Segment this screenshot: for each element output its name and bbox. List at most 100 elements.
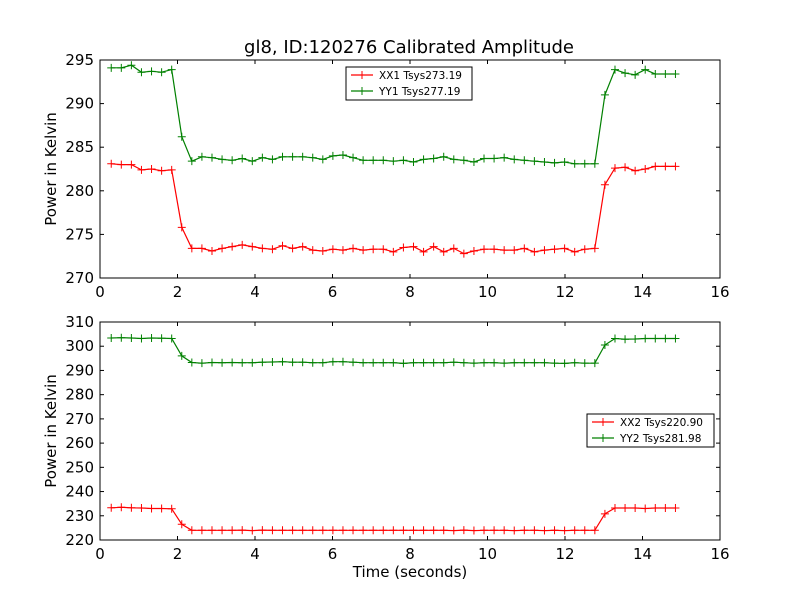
data-point (107, 159, 116, 168)
data-point (268, 155, 277, 164)
data-point (580, 245, 589, 254)
data-point (449, 244, 458, 253)
data-point (298, 152, 307, 161)
data-point (318, 526, 327, 535)
y-tick-label: 280 (65, 182, 94, 200)
y-axis-label: Power in Kelvin (42, 374, 60, 488)
data-point (530, 526, 539, 535)
y-tick-label: 270 (65, 269, 94, 287)
y-tick-label: 285 (65, 138, 94, 156)
data-point (510, 358, 519, 367)
data-point (661, 69, 670, 78)
data-point (580, 359, 589, 368)
data-point (308, 358, 317, 367)
data-point (137, 334, 146, 343)
x-tick-label: 0 (95, 545, 105, 563)
data-point (318, 155, 327, 164)
x-tick-label: 16 (710, 283, 729, 301)
data-point (248, 242, 257, 251)
data-point (429, 242, 438, 251)
data-point (520, 358, 529, 367)
legend-marker (358, 87, 366, 95)
data-point (218, 358, 227, 367)
data-point (359, 246, 368, 255)
data-point (399, 243, 408, 252)
data-point (530, 157, 539, 166)
data-point (520, 244, 529, 253)
data-point (409, 242, 418, 251)
data-point (379, 156, 388, 165)
data-point (600, 509, 609, 518)
data-point (298, 358, 307, 367)
legend: XX1 Tsys273.19 YY1 Tsys277.19 (345, 66, 473, 101)
data-point (671, 334, 680, 343)
data-point (328, 245, 337, 254)
x-tick-label: 8 (405, 283, 415, 301)
data-point (449, 155, 458, 164)
data-point (651, 69, 660, 78)
data-point (419, 526, 428, 535)
data-point (127, 333, 136, 342)
data-point (641, 334, 650, 343)
data-point (349, 153, 358, 162)
data-point (490, 358, 499, 367)
data-point (621, 335, 630, 344)
data-point (107, 503, 116, 512)
legend-marker (358, 71, 366, 79)
data-point (631, 166, 640, 175)
data-point (429, 154, 438, 163)
data-point (238, 240, 247, 249)
data-point (117, 503, 126, 512)
y-tick-label: 275 (65, 225, 94, 243)
legend-label: YY2 Tsys281.98 (619, 433, 701, 445)
data-point (288, 244, 297, 253)
data-point (399, 359, 408, 368)
data-point (167, 65, 176, 74)
data-point (570, 526, 579, 535)
x-tick-label: 16 (710, 545, 729, 563)
data-point (288, 358, 297, 367)
data-point (318, 358, 327, 367)
data-point (349, 244, 358, 253)
data-point (338, 151, 347, 160)
data-point (671, 504, 680, 513)
data-point (278, 357, 287, 366)
data-point (439, 247, 448, 256)
data-point (127, 160, 136, 169)
x-tick-label: 2 (173, 545, 183, 563)
data-point (238, 154, 247, 163)
x-tick-label: 4 (250, 545, 260, 563)
data-point (631, 70, 640, 79)
data-point (671, 162, 680, 171)
data-point (157, 166, 166, 175)
data-point (560, 158, 569, 167)
figure-title: gl8, ID:120276 Calibrated Amplitude (244, 37, 574, 58)
data-point (278, 526, 287, 535)
data-point (288, 152, 297, 161)
data-point (157, 504, 166, 513)
data-point (258, 153, 267, 162)
data-point (651, 504, 660, 513)
data-point (419, 155, 428, 164)
data-point (631, 504, 640, 513)
data-point (369, 358, 378, 367)
data-point (651, 162, 660, 171)
data-point (268, 245, 277, 254)
data-point (610, 334, 619, 343)
data-point (308, 246, 317, 255)
data-point (207, 246, 216, 255)
data-point (610, 164, 619, 173)
data-point (661, 504, 670, 513)
x-tick-label: 8 (405, 545, 415, 563)
x-tick-label: 12 (555, 283, 574, 301)
y-tick-label: 290 (65, 361, 94, 379)
data-point (490, 154, 499, 163)
data-point (218, 155, 227, 164)
x-tick-label: 14 (633, 283, 652, 301)
data-point (218, 244, 227, 253)
data-point (288, 526, 297, 535)
x-axis-label: Time (seconds) (352, 563, 468, 581)
data-point (500, 246, 509, 255)
data-point (207, 153, 216, 162)
